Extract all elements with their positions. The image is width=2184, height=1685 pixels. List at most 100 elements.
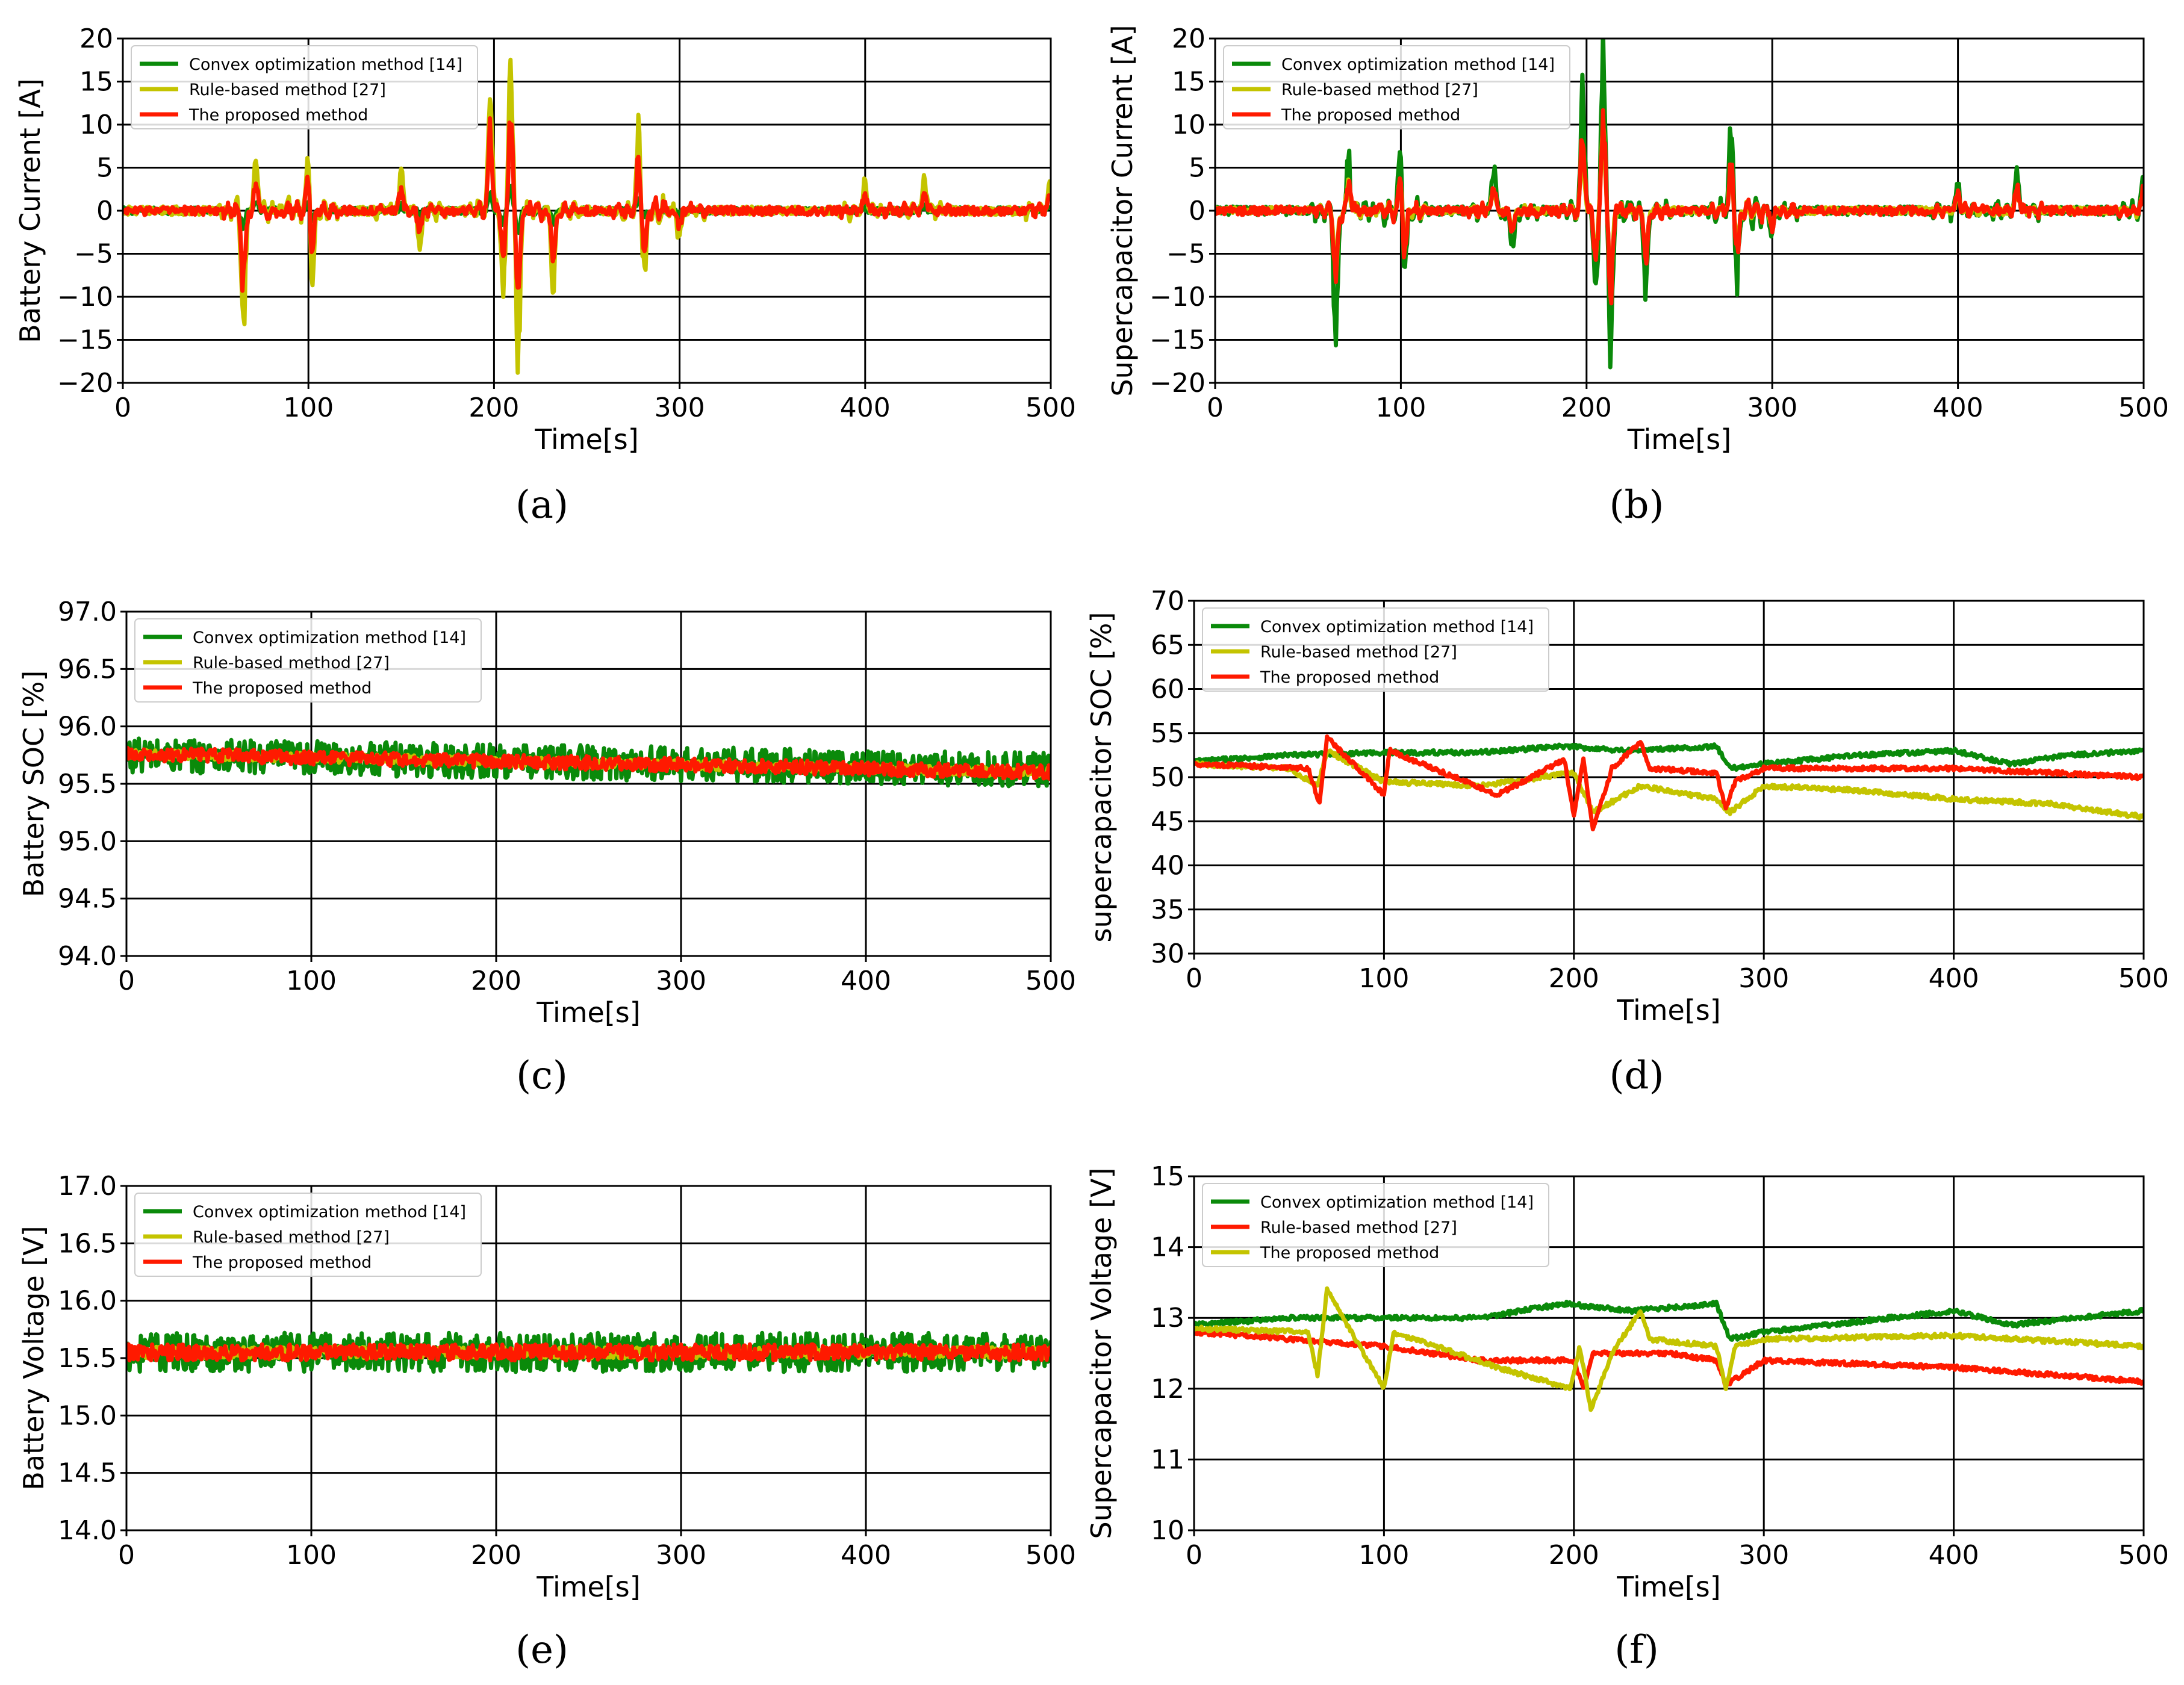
series-line-3 xyxy=(126,746,1051,781)
x-axis-label: Time[s] xyxy=(1616,1571,1720,1603)
y-tick-label: 10 xyxy=(1172,110,1206,140)
y-tick-label: 14.5 xyxy=(58,1458,117,1489)
x-tick-label: 300 xyxy=(655,393,705,423)
x-tick-label: 500 xyxy=(1025,393,1076,423)
y-tick-label: 30 xyxy=(1151,939,1184,969)
y-tick-label: 0 xyxy=(96,196,113,226)
series-line-3 xyxy=(1194,734,2144,831)
y-tick-label: 55 xyxy=(1151,718,1184,749)
x-tick-label: 400 xyxy=(1929,963,1979,994)
y-tick-label: 96.0 xyxy=(58,712,117,742)
x-tick-label: 0 xyxy=(1207,393,1224,423)
legend-box xyxy=(1202,607,1549,692)
y-tick-label: 14 xyxy=(1151,1232,1184,1263)
series-line-1 xyxy=(1194,1299,2144,1342)
legend-label: Rule-based method [27] xyxy=(193,654,390,672)
chart-a: 0 100 200 300 400 500 20 15 10 5 0 −5 −10 −15 −20 Time[… xyxy=(14,23,1076,527)
y-tick-label: −10 xyxy=(57,282,113,312)
y-axis-label: Battery SOC [%] xyxy=(17,671,50,898)
y-tick-label: 70 xyxy=(1151,586,1184,616)
x-tick-label: 100 xyxy=(1375,393,1426,423)
legend-label: Convex optimization method [14] xyxy=(1260,618,1534,636)
y-tick-label: 10 xyxy=(1151,1515,1184,1546)
series-group xyxy=(1215,39,2144,370)
x-tick-label: 300 xyxy=(656,966,706,996)
y-tick-label: 20 xyxy=(79,23,113,54)
legend-box xyxy=(131,45,478,129)
x-tick-label: 300 xyxy=(1747,393,1797,423)
x-tick-label: 100 xyxy=(1358,963,1409,994)
x-tick-label: 200 xyxy=(468,393,519,423)
y-tick-label: 50 xyxy=(1151,762,1184,793)
legend-box xyxy=(134,1193,482,1277)
x-tick-label: 400 xyxy=(840,393,891,423)
legend-label: Convex optimization method [14] xyxy=(189,55,462,74)
x-tick-label: 200 xyxy=(1549,1540,1599,1571)
y-tick-label: 97.0 xyxy=(58,597,117,627)
x-tick-label: 0 xyxy=(114,393,131,423)
legend-label: The proposed method xyxy=(192,679,372,698)
y-tick-label: 40 xyxy=(1151,851,1184,881)
y-tick-label: 5 xyxy=(96,153,113,184)
subfigure-caption: (c) xyxy=(516,1054,568,1098)
x-tick-label: 100 xyxy=(286,966,337,996)
y-tick-label: 16.5 xyxy=(58,1228,117,1259)
subfigure-caption: (a) xyxy=(515,483,568,527)
chart-f: 0 100 200 300 400 500 15 14 13 12 11 10 Time[s] Super… xyxy=(1085,1161,2169,1672)
series-line-1 xyxy=(126,736,1051,789)
x-tick-label: 100 xyxy=(283,393,334,423)
chart-c: 0 100 200 300 400 500 97.0 96.5 96.0 95.5 95.0 94.5… xyxy=(17,597,1076,1098)
x-tick-label: 0 xyxy=(118,966,135,996)
y-tick-label: −15 xyxy=(57,325,113,356)
series-group xyxy=(126,1330,1051,1374)
y-tick-label: 35 xyxy=(1151,895,1184,925)
legend-label: The proposed method xyxy=(1260,668,1439,687)
y-tick-label: 15 xyxy=(79,67,113,98)
legend-box xyxy=(1202,1183,1549,1267)
series-line-2 xyxy=(1194,1329,2144,1390)
legend-label: Convex optimization method [14] xyxy=(1281,55,1555,74)
legend-label: The proposed method xyxy=(188,106,368,125)
x-tick-label: 0 xyxy=(1186,963,1202,994)
x-tick-label: 400 xyxy=(841,966,891,996)
x-tick-label: 400 xyxy=(1933,393,1983,423)
x-tick-label: 300 xyxy=(656,1540,706,1571)
series-group xyxy=(123,57,1051,375)
y-tick-label: 11 xyxy=(1151,1444,1184,1475)
legend-label: Rule-based method [27] xyxy=(1260,643,1457,662)
y-tick-label: 10 xyxy=(79,110,113,140)
subfigure-caption: (d) xyxy=(1610,1054,1664,1098)
x-tick-label: 200 xyxy=(1561,393,1612,423)
x-tick-label: 400 xyxy=(841,1540,891,1571)
y-tick-label: 95.0 xyxy=(58,826,117,857)
subfigure-caption: (b) xyxy=(1610,483,1664,527)
y-tick-label: 15.5 xyxy=(58,1343,117,1374)
y-tick-label: 96.5 xyxy=(58,654,117,684)
x-axis-label: Time[s] xyxy=(536,996,640,1029)
y-tick-label: −20 xyxy=(57,368,113,399)
x-axis-label: Time[s] xyxy=(534,423,638,456)
x-tick-label: 0 xyxy=(118,1540,135,1571)
series-group xyxy=(126,736,1051,789)
y-axis-label: Battery Voltage [V] xyxy=(17,1226,50,1490)
x-tick-label: 300 xyxy=(1738,963,1789,994)
y-axis-label: Battery Current [A] xyxy=(14,78,46,343)
legend-box xyxy=(134,618,482,703)
y-tick-label: 20 xyxy=(1172,23,1206,54)
y-tick-label: 16.0 xyxy=(58,1286,117,1317)
legend-label: Rule-based method [27] xyxy=(193,1228,390,1247)
x-tick-label: 500 xyxy=(1025,1540,1076,1571)
x-tick-label: 400 xyxy=(1929,1540,1979,1571)
x-tick-label: 300 xyxy=(1738,1540,1789,1571)
y-tick-label: −20 xyxy=(1150,368,1206,399)
x-tick-label: 0 xyxy=(1186,1540,1202,1571)
y-tick-label: 45 xyxy=(1151,806,1184,837)
x-axis-label: Time[s] xyxy=(536,1571,640,1603)
series-group xyxy=(1194,734,2144,831)
legend-label: Convex optimization method [14] xyxy=(193,628,466,647)
x-tick-label: 200 xyxy=(471,966,521,996)
y-axis-label: Supercapacitor Current [A] xyxy=(1106,25,1139,396)
y-tick-label: 13 xyxy=(1151,1303,1184,1333)
x-tick-label: 500 xyxy=(2118,963,2169,994)
